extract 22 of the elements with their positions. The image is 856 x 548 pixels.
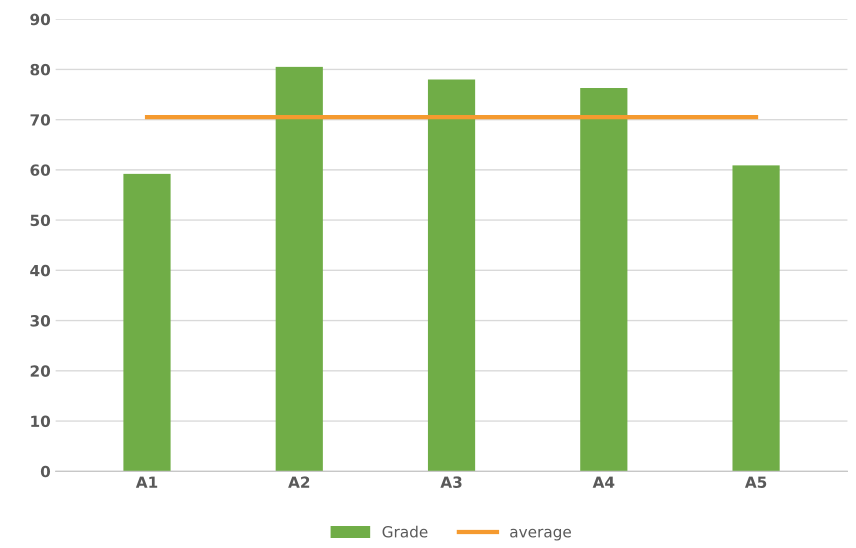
- y-tick-label: 10: [31, 416, 50, 428]
- y-tick-label: 90: [30, 14, 50, 26]
- y-tick-label: 80: [30, 64, 50, 76]
- y-tick-label: 30: [30, 315, 50, 327]
- x-tick-label: A5: [744, 476, 766, 488]
- x-tick-label: A2: [288, 476, 310, 488]
- bar: [732, 165, 780, 472]
- bar: [123, 174, 171, 472]
- y-tick-label: 0: [40, 466, 50, 478]
- x-tick-label: A4: [592, 476, 614, 488]
- y-tick-label: 70: [30, 114, 50, 126]
- x-tick-label: A3: [440, 476, 462, 488]
- legend-label: Grade: [382, 526, 428, 538]
- y-tick-label: 40: [30, 264, 50, 276]
- bar: [580, 88, 628, 472]
- y-tick-label: 20: [30, 365, 50, 377]
- bar: [428, 79, 476, 472]
- y-tick-label: 50: [30, 214, 50, 226]
- legend-label: average: [510, 528, 571, 541]
- y-tick-label: 60: [30, 164, 50, 176]
- bar: [276, 66, 323, 472]
- x-tick-label: A1: [136, 476, 158, 488]
